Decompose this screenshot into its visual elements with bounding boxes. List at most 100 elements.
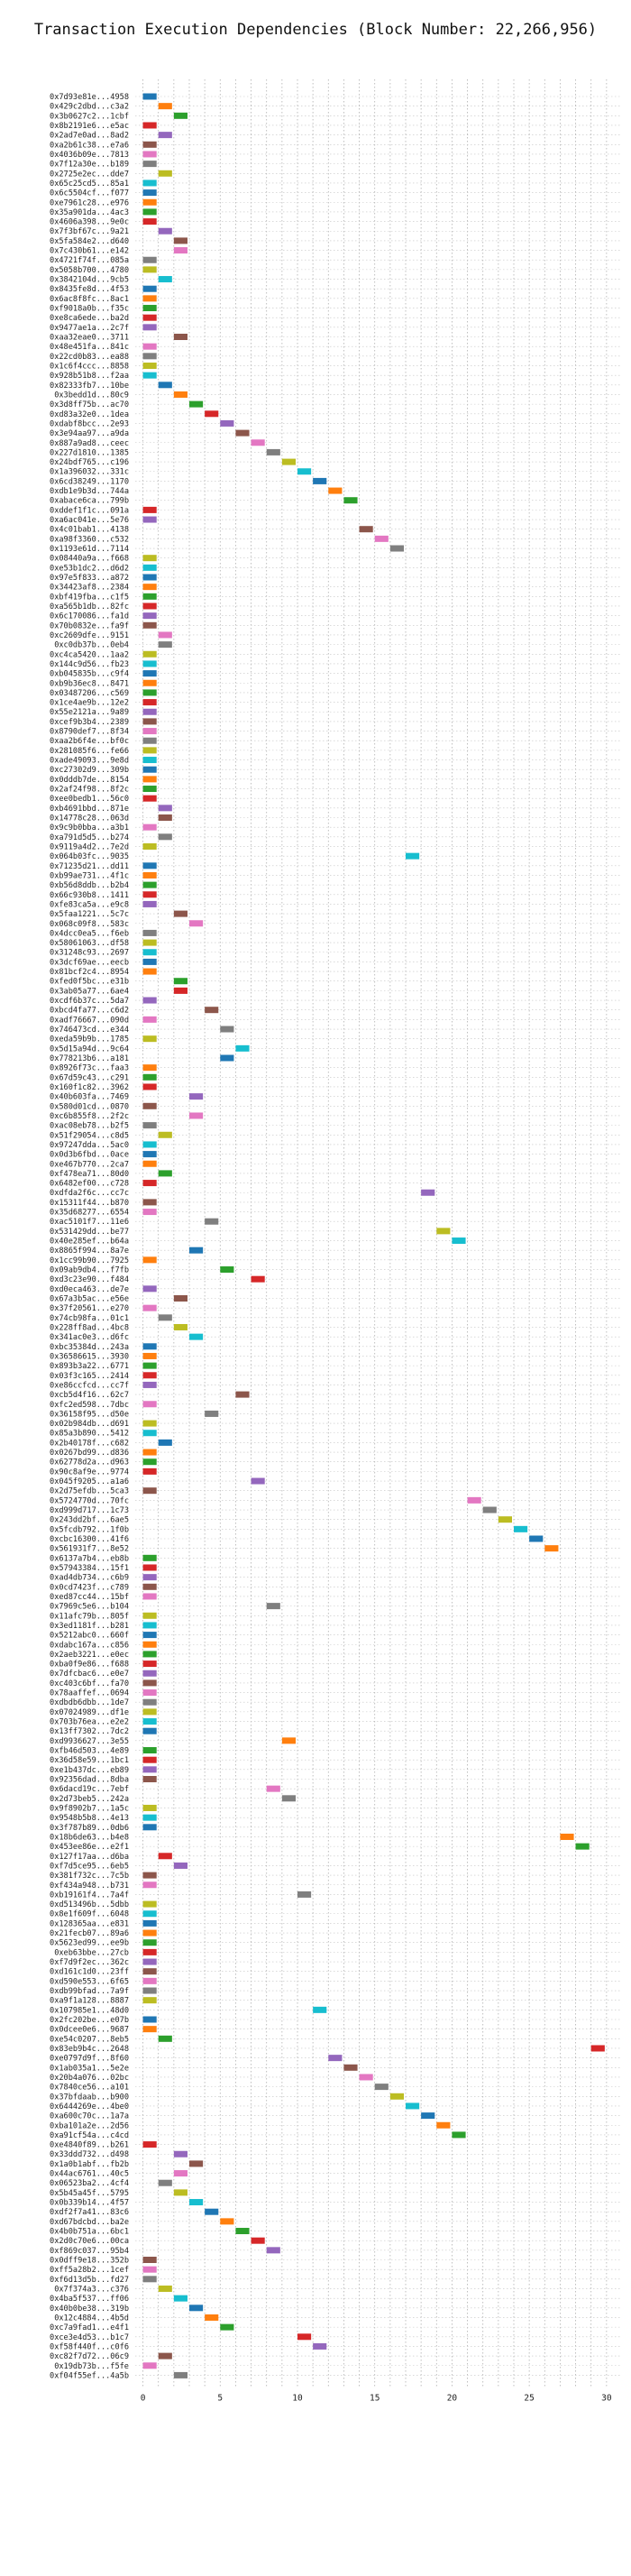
tx-hash-label: 0xe7961c28...e976: [50, 198, 129, 207]
dependency-bar: [328, 2055, 343, 2062]
tx-hash-label: 0x20b4a076...02bc: [50, 2074, 129, 2083]
dependency-bar: [142, 708, 157, 715]
dependency-bar: [142, 1343, 157, 1350]
dependency-bar: [189, 1247, 204, 1254]
tx-hash-label: 0x70b0832e...fa9f: [50, 621, 129, 630]
dependency-bar: [406, 852, 420, 860]
dependency-bar: [436, 2121, 451, 2129]
dependency-bar: [142, 1708, 157, 1716]
dependency-bar: [514, 1525, 528, 1532]
x-axis-ticks: 0 5 10 15 20 25 30: [141, 2393, 612, 2403]
tx-hash-label: 0x2d75efdb...5ca3: [50, 1487, 129, 1496]
dependency-bar: [142, 1035, 157, 1043]
tx-hash-label: 0x8790def7...8f34: [50, 728, 129, 737]
tx-hash-label: 0xd513496b...5dbb: [50, 1900, 129, 1909]
dependency-bar: [142, 1939, 157, 1946]
tx-hash-label: 0x2d73beb5...242a: [50, 1795, 129, 1804]
chart-title: Transaction Execution Dependencies (Bloc…: [34, 21, 597, 39]
tx-hash-label: 0x0dddb7de...8154: [50, 776, 129, 785]
dependency-bar: [142, 555, 157, 562]
dependency-bar: [158, 2352, 172, 2360]
dependency-bar: [142, 1064, 157, 1072]
bars-layer: [142, 93, 605, 2378]
tx-hash-label: 0x3ab05a77...6ae4: [50, 987, 129, 996]
tx-hash-label: 0x1ce4ae9b...12e2: [50, 699, 129, 708]
dependency-bar: [142, 141, 157, 148]
dependency-bar: [142, 593, 157, 600]
tx-hash-label: 0x40b603fa...7469: [50, 1093, 129, 1102]
tx-hash-label: 0xcef9b3b4...2389: [50, 718, 129, 727]
dependency-bar: [142, 1881, 157, 1889]
tx-hash-label: 0x9c9b0bba...a3b1: [50, 823, 129, 833]
tx-hash-label: 0xa91cf54a...c4cd: [50, 2131, 129, 2140]
tx-hash-label: 0xb99ae731...4f1c: [50, 871, 129, 880]
tx-hash-label: 0x6482ef00...c728: [50, 1180, 129, 1189]
dependency-bar: [142, 285, 157, 292]
dependency-bar: [142, 1612, 157, 1619]
dependency-bar: [281, 1795, 296, 1802]
dependency-bar: [142, 1814, 157, 1821]
tx-hash-label: 0x37bfdaab...b900: [50, 2093, 129, 2102]
dependency-bar: [142, 1401, 157, 1408]
tx-hash-label: 0xeb63bbe...27cb: [54, 1948, 129, 1957]
tx-hash-label: 0x14778c28...063d: [50, 814, 129, 823]
dependency-bar: [189, 920, 204, 927]
tx-hash-label: 0x6ac8f8fc...8ac1: [50, 295, 129, 304]
dependency-bar: [158, 227, 172, 235]
tx-hash-label: 0x6c170086...fa1d: [50, 612, 129, 621]
dependency-bar: [313, 477, 327, 484]
dependency-bar: [575, 1843, 590, 1850]
dependency-bar: [220, 419, 234, 427]
dependency-bar: [173, 112, 187, 119]
tx-hash-label: 0xdb1e9b3d...744a: [50, 487, 129, 496]
tx-hash-label: 0xa9f1a128...8887: [50, 1997, 129, 2006]
tx-hash-label: 0x62778d2a...d963: [50, 1458, 129, 1467]
tx-hash-label: 0x243dd2bf...6ae5: [50, 1516, 129, 1525]
dependency-bar: [142, 939, 157, 946]
tx-hash-label: 0xe86ccfcd...cc7f: [50, 1381, 129, 1390]
tx-hash-label: 0xb045835b...c9f4: [50, 670, 129, 679]
tx-hash-label: 0x3b0627c2...1cbf: [50, 112, 129, 121]
dependency-bar: [142, 842, 157, 850]
tx-hash-label: 0x2725e2ec...dde7: [50, 170, 129, 179]
tx-hash-label: 0x580d01cd...0870: [50, 1102, 129, 1111]
tx-hash-label: 0x8e1f609f...6048: [50, 1910, 129, 1919]
tx-hash-label: 0x1193e61d...7114: [50, 545, 129, 554]
dependency-bar: [142, 958, 157, 965]
tx-hash-label: 0x4721f74f...085a: [50, 256, 129, 265]
tx-hash-label: 0xff5a28b2...1cef: [50, 2266, 129, 2275]
tx-hash-label: 0x453ee86e...e2f1: [50, 1843, 129, 1852]
dependency-bar: [142, 1689, 157, 1697]
tx-hash-label: 0xddef1f1c...091a: [50, 506, 129, 515]
tx-hash-label: 0x85a3b890...5412: [50, 1430, 129, 1439]
tx-hash-label: 0xfed0f5bc...e31b: [50, 978, 129, 987]
dependency-bar: [158, 631, 172, 639]
tx-hash-label: 0xad4db734...c6b9: [50, 1574, 129, 1583]
tx-hash-label: 0x5fa584e2...d640: [50, 237, 129, 246]
tx-hash-label: 0x55e2121a...9a89: [50, 708, 129, 717]
dependency-bar: [158, 103, 172, 110]
dependency-bar: [142, 1632, 157, 1639]
tx-hash-label: 0x561931f7...8e52: [50, 1545, 129, 1554]
dependency-bar: [142, 1997, 157, 2004]
tx-hash-label: 0x67d59c43...c291: [50, 1073, 129, 1082]
tx-hash-label: 0x893b3a22...6771: [50, 1362, 129, 1371]
tx-hash-label: 0x887a9ad8...ceec: [50, 439, 129, 448]
tx-hash-label: 0x160f1c82...3962: [50, 1083, 129, 1092]
dependency-bar: [158, 2285, 172, 2292]
dependency-bar: [158, 276, 172, 283]
dependency-bar: [142, 1776, 157, 1782]
dependency-bar: [205, 1410, 219, 1417]
tx-hash-label: 0xd67bdcbd...ba2e: [50, 2218, 129, 2227]
dependency-bar: [142, 660, 157, 667]
tx-hash-label: 0x4dcc0ea5...f6eb: [50, 929, 129, 938]
tx-hash-label: 0x07024989...df1e: [50, 1708, 129, 1717]
tx-hash-label: 0x13ff7302...7dc2: [50, 1727, 129, 1736]
dependency-bar: [142, 699, 157, 706]
tx-hash-label: 0xe0797d9f...8f60: [50, 2055, 129, 2064]
dependency-bar: [142, 786, 157, 793]
dependency-bar: [173, 2189, 187, 2196]
tx-hash-label: 0x531429dd...be77: [50, 1228, 129, 1237]
dependency-bar: [189, 400, 204, 408]
tx-hash-label: 0x36158f95...d50e: [50, 1410, 129, 1419]
